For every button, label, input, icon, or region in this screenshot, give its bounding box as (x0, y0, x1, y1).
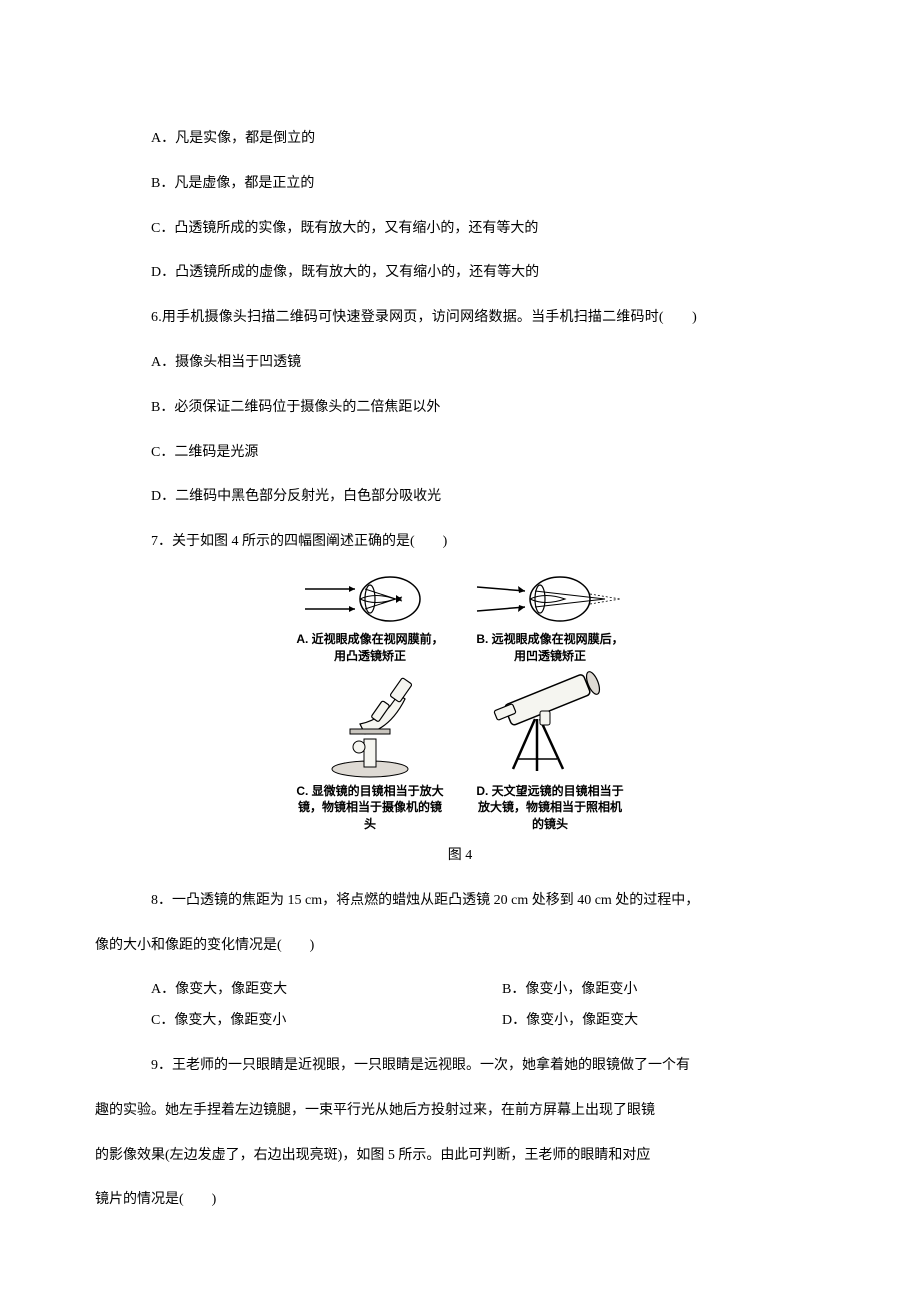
document-page: A．凡是实像，都是倒立的 B．凡是虚像，都是正立的 C．凸透镜所成的实像，既有放… (0, 0, 920, 1302)
eye-hyperopia-icon (475, 572, 625, 627)
q9-stem-2: 趣的实验。她左手捏着左边镜腿，一束平行光从她后方投射过来，在前方屏幕上出现了眼镜 (95, 1096, 825, 1127)
q7-stem: 7．关于如图 4 所示的四幅图阐述正确的是( ) (123, 527, 825, 558)
q8-stem-2: 像的大小和像距的变化情况是( ) (95, 931, 825, 962)
figure-4-d: D. 天文望远镜的目镜相当于放大镜，物镜相当于照相机的镜头 (475, 669, 625, 833)
q6-option-c: C．二维码是光源 (123, 438, 825, 469)
figure-4-label: 图 4 (95, 841, 825, 872)
q5-option-d: D．凸透镜所成的虚像，既有放大的，又有缩小的，还有等大的 (123, 258, 825, 289)
q6-stem: 6.用手机摄像头扫描二维码可快速登录网页，访问网络数据。当手机扫描二维码时( ) (123, 303, 825, 334)
q8-option-c: C．像变大，像距变小 (123, 1006, 474, 1037)
figure-4: A. 近视眼成像在视网膜前，用凸透镜矫正 B. 远视眼成像在视网膜后，用凹透镜 (95, 572, 825, 872)
q6-option-d: D．二维码中黑色部分反射光，白色部分吸收光 (123, 482, 825, 513)
q6-option-a: A．摄像头相当于凹透镜 (123, 348, 825, 379)
q6-option-b: B．必须保证二维码位于摄像头的二倍焦距以外 (123, 393, 825, 424)
q9-stem-3: 的影像效果(左边发虚了，右边出现亮斑)，如图 5 所示。由此可判断，王老师的眼睛… (95, 1141, 825, 1172)
figure-4-c-caption: C. 显微镜的目镜相当于放大镜，物镜相当于摄像机的镜头 (295, 783, 445, 833)
figure-4-b: B. 远视眼成像在视网膜后，用凹透镜矫正 (475, 572, 625, 665)
q9-stem-1: 9．王老师的一只眼睛是近视眼，一只眼睛是远视眼。一次，她拿着她的眼镜做了一个有 (123, 1051, 825, 1082)
figure-4-a: A. 近视眼成像在视网膜前，用凸透镜矫正 (295, 572, 445, 665)
telescope-icon (485, 669, 615, 779)
q5-option-c: C．凸透镜所成的实像，既有放大的，又有缩小的，还有等大的 (123, 214, 825, 245)
microscope-icon (310, 669, 430, 779)
q9-stem-4: 镜片的情况是( ) (95, 1185, 825, 1216)
q8-option-d: D．像变小，像距变大 (474, 1006, 825, 1037)
eye-myopia-icon (300, 572, 440, 627)
figure-4-a-caption: A. 近视眼成像在视网膜前，用凸透镜矫正 (295, 631, 445, 665)
figure-4-d-caption: D. 天文望远镜的目镜相当于放大镜，物镜相当于照相机的镜头 (475, 783, 625, 833)
figure-4-b-caption: B. 远视眼成像在视网膜后，用凹透镜矫正 (475, 631, 625, 665)
q5-option-a: A．凡是实像，都是倒立的 (123, 124, 825, 155)
q8-option-b: B．像变小，像距变小 (474, 975, 825, 1006)
q8-option-a: A．像变大，像距变大 (123, 975, 474, 1006)
q5-option-b: B．凡是虚像，都是正立的 (123, 169, 825, 200)
q8-stem-1: 8．一凸透镜的焦距为 15 cm，将点燃的蜡烛从距凸透镜 20 cm 处移到 4… (123, 886, 825, 917)
figure-4-c: C. 显微镜的目镜相当于放大镜，物镜相当于摄像机的镜头 (295, 669, 445, 833)
